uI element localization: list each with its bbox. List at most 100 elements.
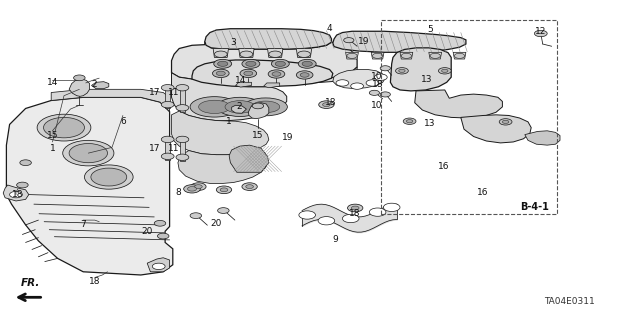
Text: 16: 16: [438, 162, 450, 171]
Circle shape: [214, 51, 227, 57]
Circle shape: [348, 204, 363, 212]
Polygon shape: [172, 67, 357, 121]
Text: 11: 11: [168, 88, 180, 97]
Bar: [381, 20, 557, 214]
Text: 15: 15: [252, 131, 263, 140]
Circle shape: [176, 85, 189, 91]
Circle shape: [396, 68, 408, 74]
Circle shape: [374, 74, 387, 80]
Polygon shape: [192, 60, 333, 87]
Circle shape: [216, 71, 225, 76]
Circle shape: [351, 206, 359, 210]
Circle shape: [44, 117, 84, 138]
Ellipse shape: [225, 101, 255, 113]
Text: FR.: FR.: [21, 278, 40, 288]
Polygon shape: [6, 97, 173, 275]
Circle shape: [275, 61, 285, 66]
Circle shape: [268, 70, 285, 78]
Bar: [165, 86, 170, 108]
Circle shape: [240, 69, 257, 78]
Circle shape: [298, 59, 316, 68]
Polygon shape: [346, 52, 358, 59]
Text: 8: 8: [175, 189, 180, 197]
Circle shape: [269, 51, 282, 57]
Circle shape: [176, 154, 189, 160]
Text: 1: 1: [227, 117, 232, 126]
Circle shape: [154, 220, 166, 226]
Circle shape: [403, 118, 416, 124]
Text: 14: 14: [235, 76, 246, 85]
Circle shape: [380, 66, 390, 71]
Ellipse shape: [244, 98, 287, 116]
Circle shape: [176, 136, 189, 143]
Polygon shape: [296, 48, 312, 57]
Text: B-4-1: B-4-1: [520, 202, 550, 212]
Text: 18: 18: [372, 80, 383, 89]
Circle shape: [272, 72, 281, 76]
Circle shape: [161, 85, 174, 91]
Polygon shape: [333, 31, 466, 52]
Circle shape: [188, 187, 196, 191]
Polygon shape: [268, 48, 283, 57]
Text: 11: 11: [168, 144, 180, 153]
Polygon shape: [371, 52, 384, 59]
Text: 17: 17: [149, 144, 161, 153]
Circle shape: [438, 68, 451, 74]
Circle shape: [161, 136, 174, 143]
Circle shape: [161, 101, 174, 108]
Bar: [165, 138, 170, 160]
Circle shape: [216, 186, 232, 194]
Text: 1: 1: [50, 144, 55, 153]
Circle shape: [242, 183, 257, 190]
Circle shape: [323, 103, 330, 107]
Circle shape: [296, 71, 313, 79]
Circle shape: [191, 183, 206, 190]
Text: 18: 18: [349, 209, 360, 218]
Polygon shape: [172, 41, 357, 79]
Polygon shape: [333, 70, 385, 89]
Circle shape: [218, 61, 228, 66]
Circle shape: [366, 80, 379, 86]
Polygon shape: [3, 185, 29, 201]
Circle shape: [271, 59, 289, 68]
Circle shape: [399, 69, 405, 72]
Text: 9: 9: [333, 235, 338, 244]
Text: 18: 18: [89, 277, 100, 286]
Text: 10: 10: [371, 72, 383, 81]
Polygon shape: [178, 148, 268, 183]
Polygon shape: [51, 89, 170, 112]
Circle shape: [63, 140, 114, 166]
Polygon shape: [248, 103, 269, 119]
Polygon shape: [205, 29, 332, 49]
Circle shape: [195, 185, 202, 189]
Text: 2: 2: [92, 80, 97, 89]
Circle shape: [406, 120, 413, 123]
Text: 12: 12: [535, 27, 547, 36]
Circle shape: [246, 61, 256, 66]
Circle shape: [152, 263, 165, 270]
Text: 20: 20: [141, 227, 153, 236]
Text: 13: 13: [424, 119, 436, 128]
Circle shape: [383, 203, 400, 211]
Circle shape: [534, 30, 547, 37]
Polygon shape: [461, 115, 531, 143]
Bar: [180, 86, 185, 112]
Polygon shape: [415, 90, 502, 118]
Circle shape: [157, 233, 169, 239]
Circle shape: [184, 185, 200, 193]
Polygon shape: [239, 48, 254, 57]
Polygon shape: [232, 105, 246, 113]
Circle shape: [351, 83, 364, 89]
Circle shape: [84, 165, 133, 189]
Polygon shape: [69, 79, 90, 96]
Circle shape: [69, 144, 108, 163]
Circle shape: [252, 103, 264, 109]
Text: 17: 17: [149, 88, 161, 97]
Text: 20: 20: [210, 219, 221, 228]
Text: TA04E0311: TA04E0311: [544, 297, 595, 306]
Text: 19: 19: [282, 133, 294, 142]
Polygon shape: [229, 145, 269, 172]
Ellipse shape: [252, 101, 280, 113]
Circle shape: [161, 153, 174, 160]
Circle shape: [246, 185, 253, 189]
